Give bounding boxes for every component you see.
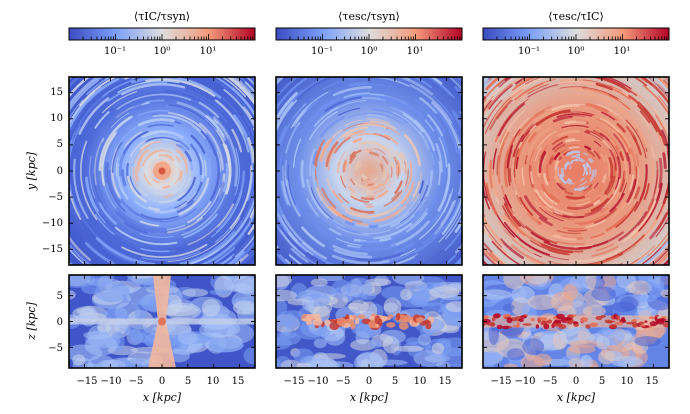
panel-edgeon-0	[68, 274, 256, 369]
y-axis-label-faceon: y [kpc]	[25, 151, 38, 191]
panel-faceon-0	[68, 76, 256, 266]
colorbar-title-2: ⟨τesc/τIC⟩	[548, 10, 604, 23]
colorbar-ticks-1	[275, 34, 461, 40]
y-axis-label-edgeon: z [kpc]	[25, 301, 38, 340]
x-tick-label: 10	[414, 376, 427, 387]
x-tick-labels-0: −15 −10 −5 0 5 10 15	[76, 376, 244, 387]
y-tick-label: 10	[50, 113, 63, 124]
x-tick-label: 15	[439, 376, 452, 387]
heatmap-texture-0	[69, 77, 255, 265]
y-tick-label: 5	[57, 291, 63, 302]
colorbar-title-1: ⟨τesc/τsyn⟩	[338, 10, 400, 23]
colorbar-tick-label-2-1: 10⁰	[568, 46, 585, 57]
colorbar-title-0: ⟨τIC/τsyn⟩	[134, 10, 190, 23]
colorbar-tick-label-2-2: 10¹	[614, 46, 631, 57]
colorbar-group-0: ⟨τIC/τsyn⟩ 10⁻¹ 10⁰ 10¹	[68, 10, 256, 57]
colorbar-tick-label-1-1: 10⁰	[361, 46, 378, 57]
colorbar-tick-label-1-0: 10⁻¹	[311, 46, 333, 57]
x-axis-label-1: x [kpc]	[350, 391, 389, 404]
x-tick-label: 15	[232, 376, 245, 387]
heatmap-edge-texture-2	[483, 275, 669, 368]
colorbar-tick-label-0-2: 10¹	[200, 46, 217, 57]
y-tick-label: 0	[57, 317, 63, 328]
heatmap-texture-1	[276, 77, 462, 265]
x-tick-label: 5	[185, 376, 191, 387]
x-tick-label: −15	[490, 376, 511, 387]
y-tick-label: −5	[48, 343, 63, 354]
x-axis-label-2: x [kpc]	[557, 391, 596, 404]
x-tick-label: 10	[207, 376, 220, 387]
y-tick-label: 15	[50, 87, 63, 98]
y-tick-label: −10	[42, 218, 63, 229]
colorbar-tick-label-0-1: 10⁰	[154, 46, 171, 57]
x-tick-label: 5	[392, 376, 398, 387]
colorbar-ticks-0	[68, 34, 254, 40]
panel-edgeon-2	[482, 274, 670, 369]
y-tick-label: −5	[48, 192, 63, 203]
panel-edgeon-1	[275, 274, 463, 369]
x-tick-label: 0	[366, 376, 372, 387]
x-tick-label: −10	[514, 376, 535, 387]
colorbar-tick-label-0-0: 10⁻¹	[104, 46, 126, 57]
x-tick-label: −5	[543, 376, 558, 387]
colorbar-group-2: ⟨τesc/τIC⟩ 10⁻¹ 10⁰ 10¹	[482, 10, 670, 57]
x-tick-label: 0	[159, 376, 165, 387]
panel-faceon-1	[275, 76, 463, 266]
panel-faceon-2	[482, 76, 670, 266]
y-tick-label: 5	[57, 139, 63, 150]
x-tick-label: −10	[100, 376, 121, 387]
x-tick-label: 0	[573, 376, 579, 387]
x-tick-label: −5	[129, 376, 144, 387]
x-tick-label: 15	[646, 376, 659, 387]
y-tick-labels-faceon: 15 10 5 0 −5 −10 −15	[42, 87, 63, 255]
heatmap-edge-texture-1	[276, 275, 462, 368]
x-axis-label-0: x [kpc]	[143, 391, 182, 404]
heatmap-edge-texture-0	[69, 275, 255, 368]
axis-ticks	[69, 77, 669, 368]
y-tick-label: −15	[42, 244, 63, 255]
x-tick-label: −10	[307, 376, 328, 387]
colorbar-tick-label-2-0: 10⁻¹	[518, 46, 540, 57]
colorbar-group-1: ⟨τesc/τsyn⟩ 10⁻¹ 10⁰ 10¹	[275, 10, 463, 57]
x-tick-label: 5	[599, 376, 605, 387]
x-tick-label: −5	[336, 376, 351, 387]
y-tick-label: 0	[57, 166, 63, 177]
x-tick-labels-1: −15 −10 −5 0 5 10 15	[283, 376, 451, 387]
x-tick-labels-2: −15 −10 −5 0 5 10 15	[490, 376, 658, 387]
x-tick-label: −15	[76, 376, 97, 387]
x-tick-label: −15	[283, 376, 304, 387]
colorbar-tick-label-1-2: 10¹	[407, 46, 424, 57]
x-tick-label: 10	[621, 376, 634, 387]
colorbar-ticks-2	[482, 34, 668, 40]
y-tick-labels-edgeon: 5 0 −5	[48, 291, 63, 354]
